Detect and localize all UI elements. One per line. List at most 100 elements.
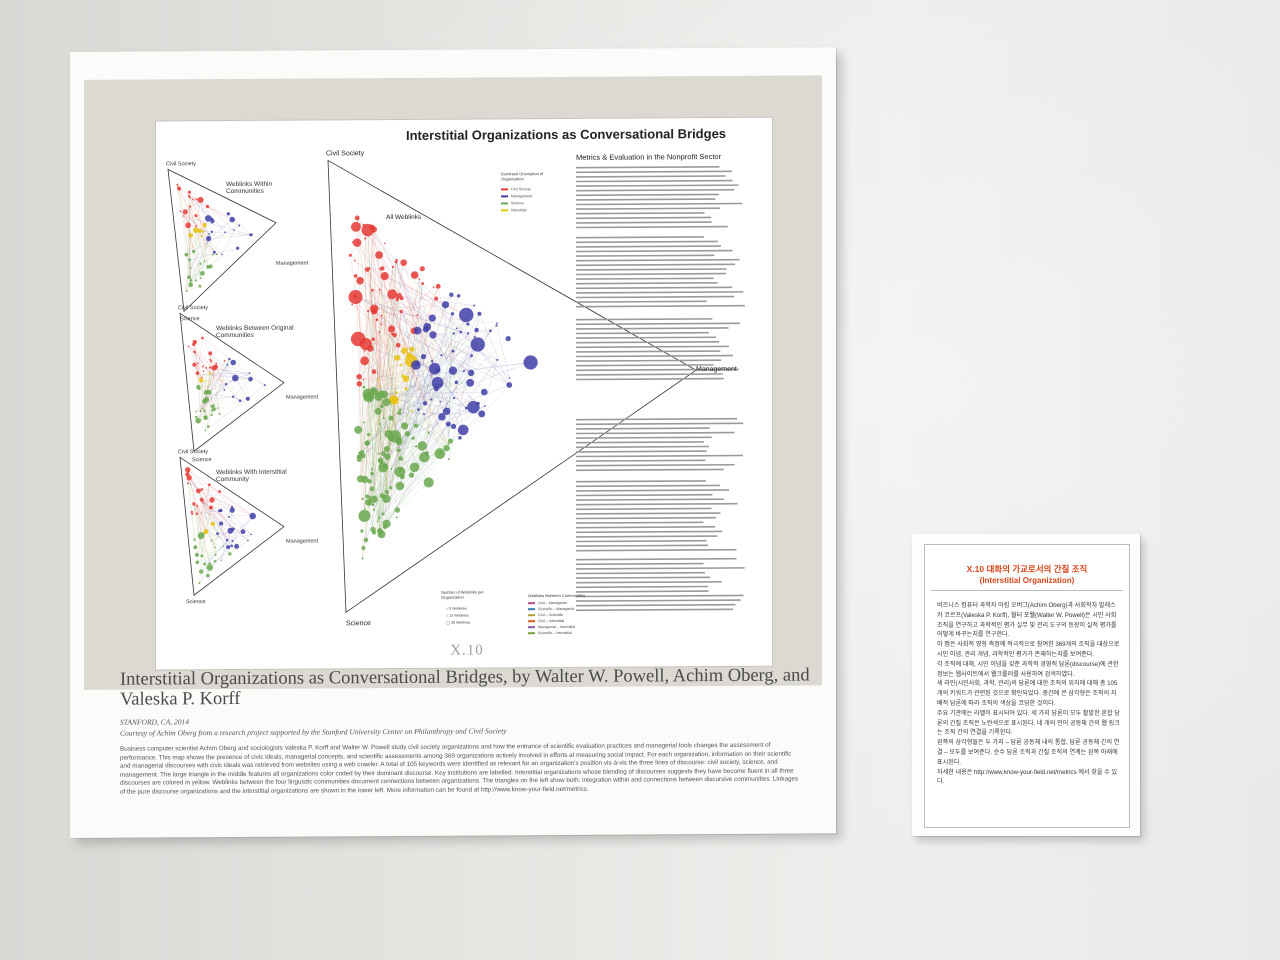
small1-weblink	[188, 196, 191, 285]
small2-weblink	[196, 409, 215, 418]
small3-node	[202, 501, 204, 504]
poster-text-line	[576, 236, 704, 239]
big-weblink	[481, 359, 498, 414]
big-weblink	[369, 446, 417, 498]
big-node	[364, 440, 370, 446]
poster-text-line	[576, 368, 739, 372]
small2-weblink	[209, 372, 250, 375]
big-weblink	[373, 311, 385, 395]
small3-node	[191, 513, 194, 516]
big-weblink	[422, 283, 510, 386]
small1-weblink	[188, 218, 209, 278]
small3-weblink	[196, 510, 221, 514]
big-node	[382, 524, 388, 530]
big-node	[427, 431, 430, 434]
big-node	[395, 481, 405, 491]
big-node	[364, 350, 366, 352]
small1-node	[233, 229, 235, 231]
big-node	[359, 338, 372, 351]
big-node	[370, 495, 378, 503]
poster-text-line	[576, 608, 733, 612]
small1-weblink	[177, 184, 190, 260]
big-weblink	[395, 261, 424, 357]
big-node	[457, 424, 469, 436]
small1-weblink	[188, 206, 191, 278]
big-node	[398, 467, 403, 472]
big-node	[358, 451, 362, 455]
big-weblink	[380, 311, 402, 462]
small1-weblink	[183, 215, 251, 236]
small3-weblink	[188, 477, 210, 564]
small3-weblink	[209, 545, 232, 568]
small3-node	[249, 512, 256, 520]
small2-node	[210, 404, 215, 409]
big-weblink	[374, 308, 449, 445]
small2-weblink	[200, 359, 211, 412]
small2-weblink	[209, 353, 212, 415]
small2-node	[203, 415, 208, 421]
poster-text-line	[576, 318, 713, 321]
big-weblink	[386, 283, 423, 524]
small1-node	[200, 235, 203, 238]
big-node	[378, 288, 381, 291]
small1-node	[224, 231, 226, 234]
small3-weblink	[220, 530, 231, 561]
big-weblink	[386, 423, 449, 524]
big-weblink	[397, 482, 429, 511]
big-weblink	[382, 295, 400, 515]
big-weblink	[379, 286, 439, 387]
big-weblink	[436, 295, 459, 299]
big-weblink	[367, 410, 413, 444]
small1-weblink	[189, 197, 205, 226]
small1-node	[210, 230, 214, 234]
small1-weblink	[196, 199, 226, 233]
small3-weblink	[189, 477, 234, 530]
big-node	[361, 223, 375, 237]
small1-node	[176, 186, 182, 191]
small2-node	[228, 357, 231, 361]
big-weblink	[368, 315, 382, 503]
small2-weblink	[188, 346, 212, 362]
big-node	[449, 292, 454, 297]
orientation-legend-item: Management	[501, 194, 532, 198]
big-node	[367, 501, 371, 505]
big-weblink	[370, 348, 439, 371]
big-weblink	[354, 295, 461, 333]
big-weblink	[365, 365, 417, 541]
poster-text-line	[576, 193, 719, 197]
big-node	[387, 427, 389, 429]
big-weblink	[363, 422, 381, 531]
big-weblink	[379, 423, 401, 459]
big-node	[356, 475, 365, 483]
poster-text-line	[576, 571, 705, 575]
big-weblink	[391, 328, 510, 386]
big-node	[366, 432, 371, 437]
small-triangle-title-1: Weblinks Within Communities	[226, 180, 273, 196]
big-weblink	[377, 379, 381, 387]
small3-weblink	[195, 547, 216, 556]
poster-text-line	[576, 502, 738, 506]
small1-node	[238, 224, 241, 227]
big-node	[417, 408, 420, 411]
poster-text-line	[576, 350, 721, 353]
big-weblink	[365, 384, 510, 541]
poster-text-line	[576, 530, 723, 534]
poster-text-line	[576, 516, 716, 520]
big-node	[506, 382, 513, 388]
small2-weblink	[197, 373, 251, 380]
small1-weblink	[193, 223, 205, 252]
big-node	[396, 437, 403, 444]
poster-text-line	[576, 480, 706, 483]
poster-text-line	[576, 594, 744, 598]
big-weblink	[415, 365, 426, 404]
poster-text-line	[576, 498, 724, 501]
small2-weblink	[209, 373, 251, 380]
small3-weblink	[200, 540, 228, 572]
big-weblink	[479, 313, 510, 386]
small1-weblink	[189, 206, 205, 262]
small3-weblink	[211, 530, 231, 541]
small3-weblink	[187, 469, 209, 576]
big-node	[356, 276, 364, 285]
small2-weblink	[210, 361, 227, 385]
small2-weblink	[194, 351, 211, 374]
